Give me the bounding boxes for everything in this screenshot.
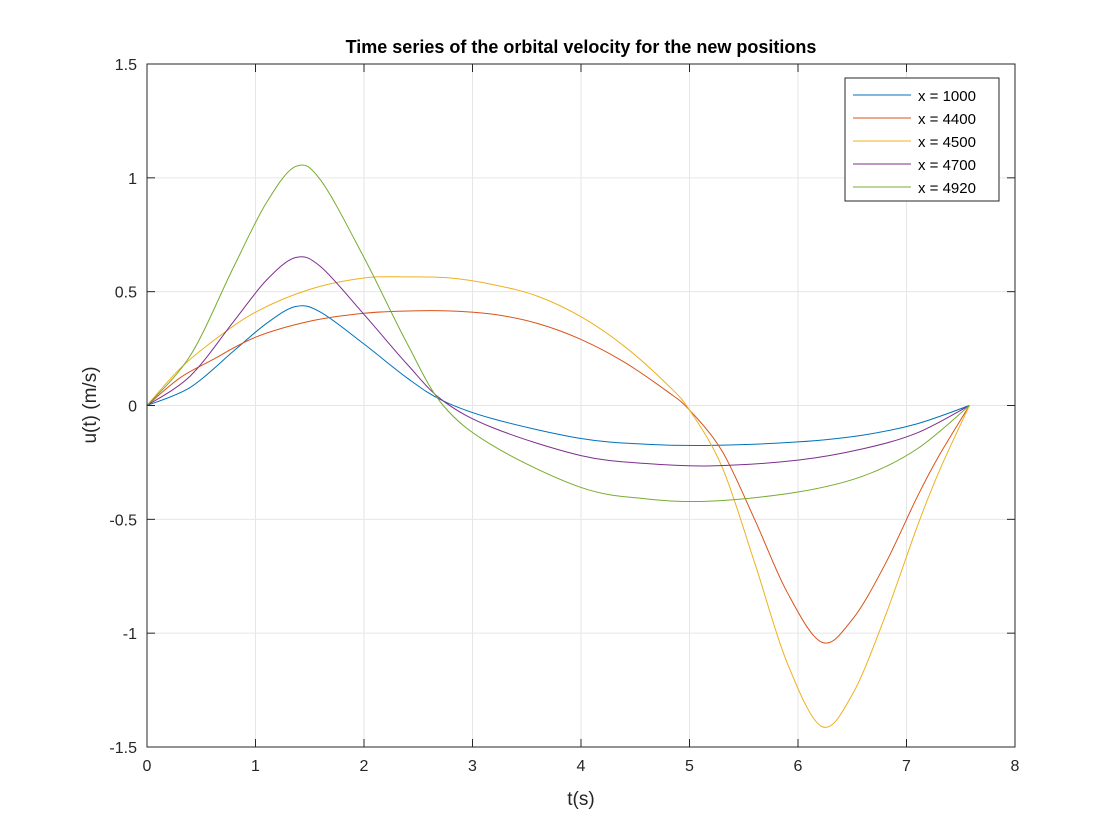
grid-lines [147,64,1015,747]
legend-label-1: x = 1000 [918,88,976,105]
y-tick-label: -1.5 [109,740,137,757]
y-tick-label: -1 [123,626,137,643]
series-line-5 [146,164,970,503]
y-tick-label: 0 [128,399,137,416]
x-tick-label: 6 [794,758,803,775]
tick-labels: 0 1 2 3 4 5 6 7 8 -1.5 -1 -0.5 0 0.5 1 1.5 [109,57,1019,775]
y-axis-label: u(t) (m/s) [80,366,101,443]
legend-label-4: x = 4700 [918,157,976,174]
legend-label-3: x = 4500 [918,134,976,151]
x-tick-label: 0 [143,758,152,775]
legend-label-5: x = 4920 [918,180,976,197]
y-tick-label: -0.5 [109,512,137,529]
legend-label-2: x = 4400 [918,111,976,128]
series-line-1 [146,305,970,446]
y-tick-label: 1 [128,171,137,188]
chart-title: Time series of the orbital velocity for … [346,37,817,57]
x-tick-label: 1 [251,758,260,775]
x-tick-label: 3 [468,758,477,775]
x-tick-label: 5 [685,758,694,775]
x-tick-label: 7 [902,758,911,775]
series-line-3 [146,276,970,728]
x-axis-label: t(s) [567,789,594,810]
series-line-4 [146,256,970,467]
series-lines [146,164,970,728]
y-tick-label: 0.5 [115,285,137,302]
x-tick-label: 4 [577,758,586,775]
series-line-2 [146,310,970,644]
x-tick-label: 2 [360,758,369,775]
x-tick-label: 8 [1011,758,1020,775]
legend: x = 1000 x = 4400 x = 4500 x = 4700 x = 4920 [844,77,1000,202]
y-tick-label: 1.5 [115,57,137,74]
legend-box [844,77,1000,202]
axes-box [146,63,1016,748]
